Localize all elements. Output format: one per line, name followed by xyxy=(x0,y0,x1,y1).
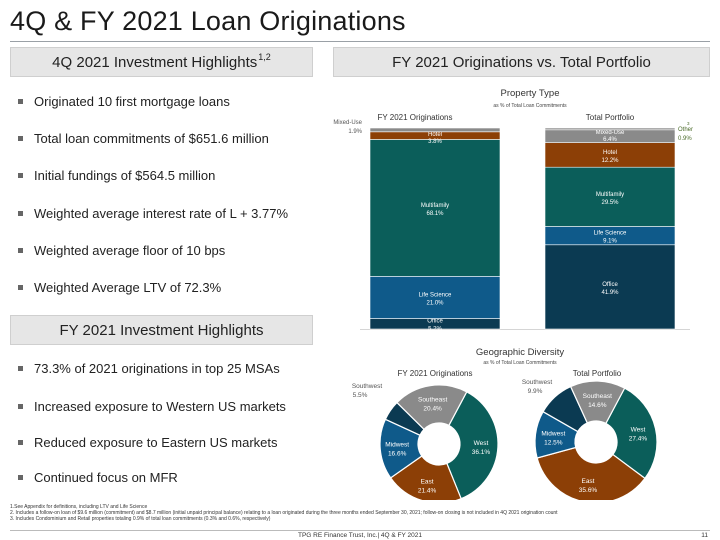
pie-label-southwest-portfolio-value: 9.9% xyxy=(528,388,543,395)
pie-label-west-fy2021-name: West xyxy=(474,440,489,447)
pie-label-southeast-portfolio-value: 14.6% xyxy=(588,402,607,409)
pie-label-midwest-fy2021-value: 16.6% xyxy=(388,451,407,458)
bar-segment-mixed-use-fy2021 xyxy=(369,127,501,133)
bar-segment-other-portfolio xyxy=(544,127,676,131)
pie-label-east-fy2021-value: 21.4% xyxy=(418,487,437,494)
pie-category-label-portfolio: Total Portfolio xyxy=(573,369,622,378)
pie-chart-subtitle: as % of Total Loan Commitments xyxy=(483,360,557,366)
bullet-square-icon xyxy=(18,173,23,178)
pie-category-label-fy2021: FY 2021 Originations xyxy=(397,369,472,378)
right-section-header: FY 2021 Originations vs. Total Portfolio xyxy=(333,47,710,77)
footnote-1: 1.See Appendix for definitions, includin… xyxy=(10,504,148,510)
pie-slice-west-fy2021 xyxy=(446,391,499,500)
pie-label-southeast-fy2021-value: 20.4% xyxy=(423,405,442,412)
pie-chart-title: Geographic Diversity xyxy=(476,347,564,358)
bar-label-office-portfolio-name: Office xyxy=(602,282,618,288)
pie-label-midwest-fy2021-name: Midwest xyxy=(385,442,409,449)
highlights-fy-header-text: FY 2021 Investment Highlights xyxy=(59,321,264,339)
title-divider xyxy=(10,41,710,42)
bar-label-mixed-use-fy2021-name: Mixed-Use xyxy=(333,120,362,126)
bar-segment-multifamily-fy2021 xyxy=(369,139,501,277)
bar-label-hotel-portfolio-name: Hotel xyxy=(603,150,617,156)
pie-label-southeast-portfolio-name: Southeast xyxy=(583,393,612,400)
bar-label-hotel-fy2021-value: 3.8% xyxy=(428,139,442,145)
bullet-square-icon xyxy=(18,366,23,371)
pie-slice-west-portfolio xyxy=(605,387,658,480)
right-section-header-text: FY 2021 Originations vs. Total Portfolio xyxy=(392,53,651,71)
bar-label-life-science-portfolio-name: Life Science xyxy=(594,231,627,237)
bar-label-multifamily-portfolio-name: Multifamily xyxy=(596,192,624,198)
highlights-fy-header: FY 2021 Investment Highlights xyxy=(10,315,313,345)
charts-canvas: Property Type as % of Total Loan Commitme… xyxy=(333,88,693,500)
bar-label-other-footnote: 3 xyxy=(687,121,690,126)
bar-label-office-fy2021-name: Office xyxy=(427,319,443,325)
bullet-square-icon xyxy=(18,211,23,216)
bar-label-mixed-use-portfolio-value: 6.4% xyxy=(603,137,617,143)
footer-text: TPG RE Finance Trust, Inc.| 4Q & FY 2021 xyxy=(297,532,423,539)
bar-label-hotel-portfolio-value: 12.2% xyxy=(601,158,619,164)
bullet-square-icon xyxy=(18,475,23,480)
bar-label-other-value: 0.9% xyxy=(678,136,692,142)
pie-label-southwest-fy2021-value: 5.5% xyxy=(353,392,368,399)
bar-chart-title: Property Type xyxy=(501,88,560,99)
bullet-square-icon xyxy=(18,285,23,290)
highlights-4q-header-sup: 1,2 xyxy=(258,52,271,62)
page-title: 4Q & FY 2021 Loan Originations xyxy=(10,6,406,36)
bar-label-mixed-use-portfolio-name: Mixed-Use xyxy=(596,130,625,136)
pie-label-midwest-portfolio-name: Midwest xyxy=(541,431,565,438)
bar-segment-office-portfolio xyxy=(544,244,676,330)
bar-chart-subtitle: as % of Total Loan Commitments xyxy=(493,103,567,109)
bar-label-office-fy2021-value: 5.2% xyxy=(428,327,442,333)
pie-label-southeast-fy2021-name: Southeast xyxy=(418,396,447,403)
bar-label-life-science-portfolio-value: 9.1% xyxy=(603,239,617,245)
pie-label-west-fy2021-value: 36.1% xyxy=(472,449,491,456)
pie-label-east-fy2021-name: East xyxy=(421,478,434,485)
highlights-4q-header-text: 4Q 2021 Investment Highlights xyxy=(52,53,258,71)
bar-label-mixed-use-fy2021-value: 1.9% xyxy=(348,129,362,135)
pie-label-east-portfolio-name: East xyxy=(581,478,594,485)
bar-label-multifamily-fy2021-value: 68.1% xyxy=(426,211,444,217)
pie-label-midwest-portfolio-value: 12.5% xyxy=(544,440,563,447)
pie-label-southwest-fy2021-name: Southwest xyxy=(352,383,383,390)
pie-label-southwest-portfolio-name: Southwest xyxy=(522,379,553,386)
bar-segment-life-science-fy2021 xyxy=(369,276,501,319)
footnotes: 1.See Appendix for definitions, includin… xyxy=(10,504,710,523)
bar-label-life-science-fy2021-value: 21.0% xyxy=(426,300,444,306)
pie-slice-east-portfolio xyxy=(536,446,646,500)
footer-divider xyxy=(10,530,710,531)
pie-slice-east-fy2021 xyxy=(389,455,462,500)
pie-label-west-portfolio-name: West xyxy=(631,427,646,434)
bar-label-life-science-fy2021-name: Life Science xyxy=(419,292,452,298)
bar-label-multifamily-fy2021-name: Multifamily xyxy=(421,203,449,209)
pie-slice-southeast-fy2021 xyxy=(396,384,468,431)
bar-label-office-portfolio-value: 41.9% xyxy=(601,290,619,296)
bar-label-multifamily-portfolio-value: 29.5% xyxy=(601,200,619,206)
footnote-3: 3. Includes Condominium and Retail prope… xyxy=(10,516,271,523)
pie-slice-southeast-portfolio xyxy=(569,380,626,425)
bar-category-label-fy-2021-originations: FY 2021 Originations xyxy=(377,113,452,122)
bar-segment-multifamily-portfolio xyxy=(544,166,676,227)
bullet-square-icon xyxy=(18,136,23,141)
bullet-square-icon xyxy=(18,404,23,409)
bullet-square-icon xyxy=(18,440,23,445)
bar-category-label-total-portfolio: Total Portfolio xyxy=(586,113,635,122)
pie-label-east-portfolio-value: 35.6% xyxy=(579,487,598,494)
bullet-square-icon xyxy=(18,248,23,253)
bar-label-hotel-fy2021-name: Hotel xyxy=(428,132,442,138)
footnote-2: 2. Includes a follow-on loan of $9.6 mil… xyxy=(10,510,558,517)
page-number: 11 xyxy=(701,532,708,539)
highlights-4q-header: 4Q 2021 Investment Highlights 1,2 xyxy=(10,47,313,77)
pie-label-west-portfolio-value: 27.4% xyxy=(629,436,648,443)
bar-label-other-name: Other xyxy=(678,127,693,133)
bullet-square-icon xyxy=(18,99,23,104)
